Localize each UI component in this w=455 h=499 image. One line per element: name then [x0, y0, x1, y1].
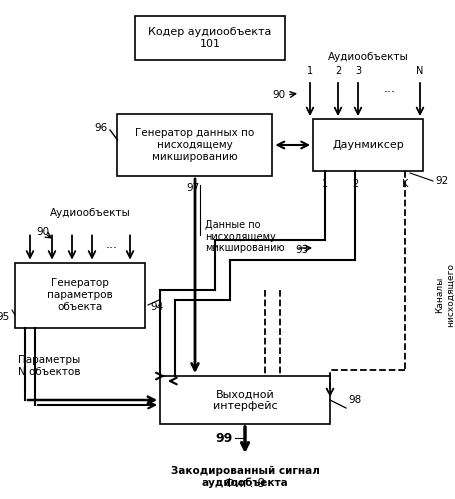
Text: 95: 95	[0, 312, 10, 322]
Text: 1: 1	[306, 66, 313, 76]
Text: 94: 94	[150, 302, 163, 312]
Bar	[135, 16, 284, 60]
Text: ...: ...	[383, 81, 395, 94]
Text: 90: 90	[272, 90, 285, 100]
Text: Аудиообъекты: Аудиообъекты	[327, 52, 408, 62]
Text: Данные по
нисходящему
микшированию: Данные по нисходящему микшированию	[205, 220, 284, 253]
Text: 92: 92	[434, 176, 447, 186]
Text: 2: 2	[351, 179, 357, 189]
Text: 99: 99	[215, 432, 233, 445]
Text: N: N	[415, 66, 423, 76]
Bar	[117, 114, 272, 176]
Text: Кодер аудиообъекта
101: Кодер аудиообъекта 101	[148, 27, 271, 49]
Text: Параметры
N объектов: Параметры N объектов	[18, 355, 81, 377]
Text: 2: 2	[334, 66, 340, 76]
Text: 93: 93	[294, 245, 308, 255]
Text: K: K	[401, 179, 407, 189]
Text: 90: 90	[36, 227, 49, 237]
Text: Аудиообъекты: Аудиообъекты	[50, 208, 130, 218]
Text: Каналы
нисходящего
микширования: Каналы нисходящего микширования	[434, 259, 455, 331]
Bar	[312, 119, 422, 171]
Text: Выходной
интерфейс: Выходной интерфейс	[212, 389, 277, 411]
Text: ...: ...	[106, 238, 118, 251]
Text: 97: 97	[187, 183, 200, 193]
Text: 98: 98	[347, 395, 360, 405]
Text: Закодированный сигнал
аудиообъекта: Закодированный сигнал аудиообъекта	[170, 466, 319, 489]
Text: 3: 3	[354, 66, 360, 76]
Text: 1: 1	[321, 179, 327, 189]
Text: Генератор данных по
нисходящему
микшированию: Генератор данных по нисходящему микширов…	[135, 128, 254, 162]
Text: Даунмиксер: Даунмиксер	[331, 140, 403, 150]
Text: Генератор
параметров
объекта: Генератор параметров объекта	[47, 278, 113, 311]
Bar	[160, 376, 329, 424]
Text: 96: 96	[95, 123, 108, 133]
Bar	[15, 262, 145, 327]
Text: Фиг. 9: Фиг. 9	[224, 477, 265, 490]
